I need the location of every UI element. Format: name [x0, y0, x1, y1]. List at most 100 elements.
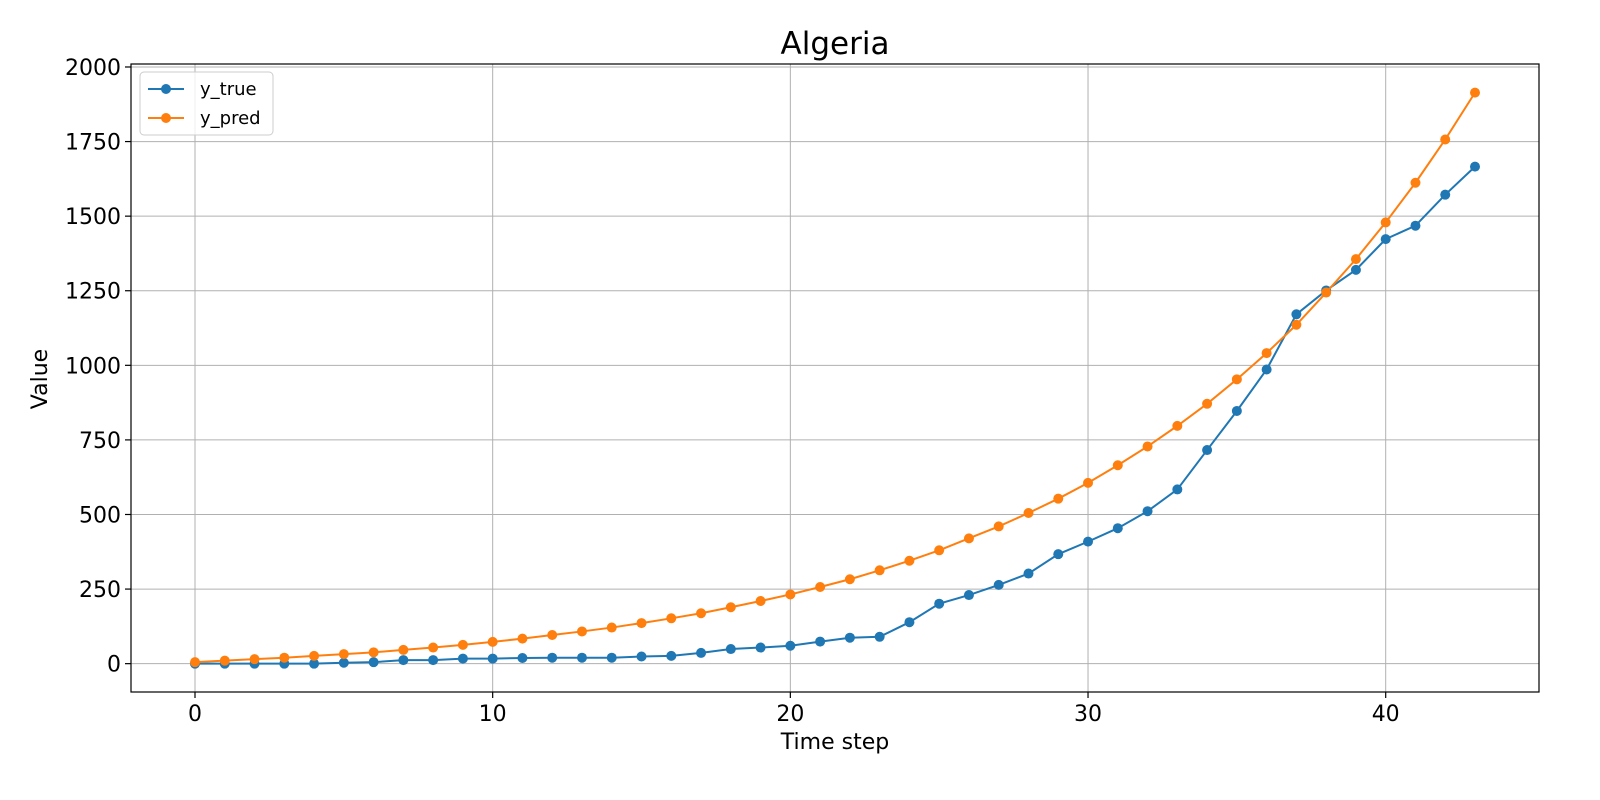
data-point-y-pred	[1291, 319, 1302, 330]
data-point-y-pred	[457, 639, 468, 650]
y-tick-label: 500	[79, 503, 121, 528]
data-point-y-pred	[1350, 254, 1361, 265]
y-tick-label: 1250	[65, 280, 121, 305]
data-point-y-true	[755, 642, 766, 653]
data-point-y-true	[1350, 264, 1361, 275]
legend-box	[139, 71, 274, 136]
data-point-y-true	[1470, 161, 1480, 172]
data-point-y-pred	[1202, 398, 1213, 409]
data-point-y-true	[815, 636, 826, 647]
data-point-y-pred	[1053, 493, 1064, 504]
data-point-y-pred	[368, 647, 379, 658]
data-point-y-true	[1380, 234, 1391, 245]
data-point-y-true	[1261, 364, 1272, 375]
data-point-y-true	[338, 657, 349, 668]
y-axis: 0 250 500 750 1000 1250 1500 1750 2000	[65, 56, 131, 678]
data-point-y-pred	[576, 626, 587, 637]
data-point-y-pred	[1380, 217, 1391, 228]
data-point-y-pred	[934, 545, 945, 556]
data-point-y-pred	[963, 533, 974, 544]
data-point-y-pred	[190, 657, 200, 668]
series-y-pred	[190, 87, 1480, 668]
data-point-y-pred	[1083, 477, 1094, 488]
data-point-y-true	[874, 631, 885, 642]
data-point-y-true	[993, 579, 1004, 590]
data-point-y-true	[1083, 536, 1094, 547]
data-point-y-pred	[1410, 177, 1421, 188]
data-point-y-pred	[1261, 348, 1272, 359]
legend-label-y-true: y_true	[200, 79, 257, 100]
data-point-y-pred	[1470, 87, 1480, 98]
data-point-y-true	[368, 657, 379, 668]
data-point-y-true	[398, 655, 409, 666]
data-point-y-true	[725, 644, 736, 655]
data-point-y-true	[1202, 445, 1213, 456]
chart-title: Algeria	[781, 26, 890, 62]
data-point-y-true	[934, 598, 945, 609]
data-point-y-pred	[1231, 374, 1242, 385]
data-point-y-true	[636, 651, 647, 662]
y-tick-label: 1500	[65, 205, 121, 230]
data-point-y-pred	[666, 613, 677, 624]
data-point-y-pred	[844, 574, 855, 585]
x-tick-label: 10	[479, 702, 507, 727]
data-point-y-true	[428, 655, 439, 666]
x-tick-label: 20	[776, 702, 804, 727]
data-point-y-true	[1172, 484, 1183, 495]
data-point-y-true	[1053, 549, 1064, 560]
data-point-y-pred	[993, 521, 1004, 532]
data-point-y-pred	[815, 581, 826, 592]
data-point-y-pred	[517, 633, 528, 644]
data-point-y-pred	[338, 649, 349, 660]
data-point-y-true	[487, 653, 498, 664]
data-point-y-pred	[487, 636, 498, 647]
y-tick-label: 1750	[65, 131, 121, 156]
x-axis-label: Time step	[780, 730, 889, 755]
data-point-y-pred	[606, 622, 617, 633]
data-point-y-pred	[1440, 134, 1451, 145]
data-point-y-pred	[755, 596, 766, 607]
y-tick-label: 2000	[65, 56, 121, 81]
y-tick-label: 0	[107, 653, 121, 678]
plot-frame	[130, 63, 1540, 693]
data-point-y-pred	[309, 650, 320, 661]
data-point-y-pred	[696, 608, 707, 619]
data-point-y-true	[696, 647, 707, 658]
data-point-y-pred	[249, 654, 260, 665]
data-point-y-pred	[398, 644, 409, 655]
data-point-y-pred	[1172, 420, 1183, 431]
data-point-y-pred	[785, 589, 796, 600]
data-point-y-true	[517, 652, 528, 663]
x-axis: 0 10 20 30 40	[188, 692, 1400, 727]
data-point-y-true	[904, 617, 915, 628]
data-point-y-true	[309, 658, 320, 669]
data-point-y-true	[606, 652, 617, 663]
series-y-true	[190, 161, 1480, 669]
x-tick-label: 0	[188, 702, 202, 727]
data-point-y-true	[1440, 189, 1451, 200]
data-point-y-pred	[428, 642, 439, 653]
data-point-y-pred	[1142, 441, 1153, 452]
data-point-y-true	[1112, 523, 1123, 534]
y-tick-label: 1000	[65, 354, 121, 379]
y-tick-label: 750	[79, 429, 121, 454]
data-point-y-pred	[1112, 460, 1123, 471]
data-point-y-true	[963, 590, 974, 601]
data-point-y-true	[1023, 568, 1034, 579]
data-point-y-pred	[874, 565, 885, 576]
data-point-y-true	[666, 650, 677, 661]
data-point-y-true	[785, 640, 796, 651]
series-layer	[190, 87, 1480, 669]
data-point-y-pred	[636, 618, 647, 629]
data-point-y-true	[1142, 506, 1153, 517]
data-point-y-pred	[904, 555, 915, 566]
data-point-y-pred	[547, 630, 558, 641]
data-point-y-true	[1410, 220, 1421, 231]
data-point-y-pred	[279, 652, 290, 663]
legend-marker-y-pred	[161, 113, 171, 123]
data-point-y-true	[576, 652, 587, 663]
data-point-y-true	[1291, 309, 1302, 320]
grid-lines	[131, 64, 1539, 692]
data-point-y-pred	[219, 655, 230, 666]
